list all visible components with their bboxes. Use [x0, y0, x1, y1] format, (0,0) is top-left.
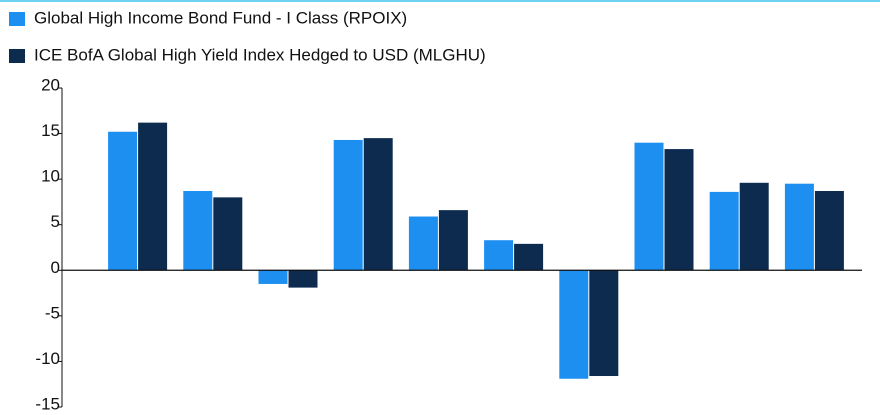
- bar: [739, 182, 769, 271]
- legend-label: ICE BofA Global High Yield Index Hedged …: [34, 45, 486, 64]
- bar: [288, 270, 318, 288]
- bar: [438, 210, 468, 271]
- y-tick-label: -5: [45, 303, 60, 322]
- bar: [333, 139, 363, 271]
- y-tick-label: 5: [51, 212, 60, 231]
- bar: [664, 149, 694, 271]
- y-tick-label: 10: [41, 167, 60, 186]
- bar: [258, 270, 288, 284]
- bar: [408, 216, 438, 271]
- bar: [484, 240, 514, 271]
- bar: [108, 131, 138, 271]
- bar: [559, 270, 589, 379]
- y-tick-label: 20: [41, 75, 60, 94]
- y-tick-label: -15: [35, 394, 60, 413]
- bar: [138, 122, 168, 271]
- y-tick-label: -10: [35, 349, 60, 368]
- legend-label: Global High Income Bond Fund - I Class (…: [34, 8, 407, 27]
- bar: [634, 142, 664, 271]
- bar: [589, 270, 619, 377]
- bar: [784, 183, 814, 271]
- y-tick-label: 15: [41, 121, 60, 140]
- y-tick-label: 0: [51, 258, 60, 277]
- legend-swatch: [9, 49, 25, 63]
- bar: [363, 138, 393, 271]
- bar: [183, 190, 213, 271]
- bar: [709, 191, 739, 271]
- bar: [213, 197, 243, 271]
- bar: [814, 190, 844, 271]
- bar: [514, 243, 544, 271]
- legend-swatch: [9, 12, 25, 26]
